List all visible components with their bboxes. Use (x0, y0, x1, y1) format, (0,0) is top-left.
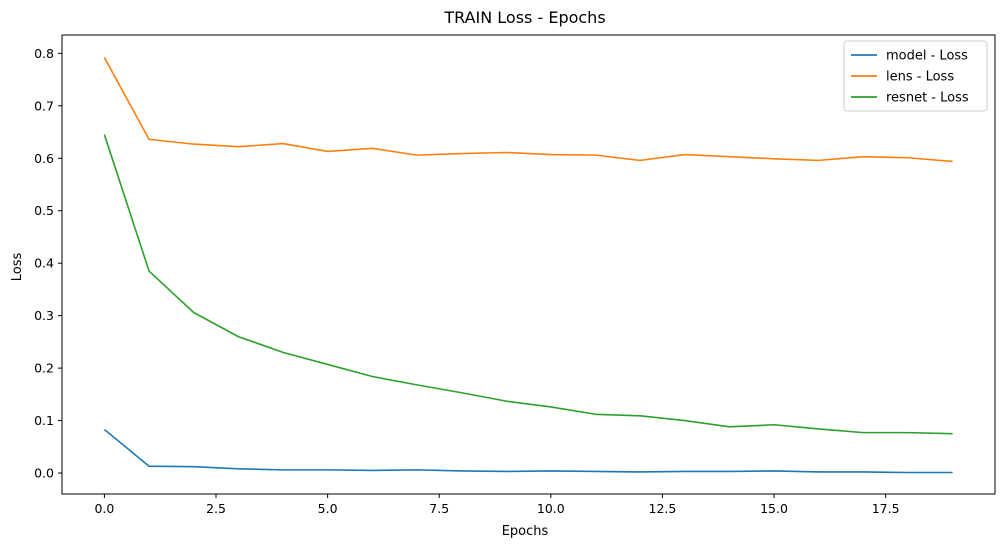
plot-lines (103, 57, 953, 474)
y-tick-label: 0.0 (34, 466, 54, 481)
x-tick-label: 5.0 (318, 501, 338, 516)
y-tick-label: 0.6 (34, 151, 54, 166)
chart-title: TRAIN Loss - Epochs (443, 8, 605, 27)
y-tick-label: 0.5 (34, 203, 54, 218)
x-tick-label: 0.0 (94, 501, 114, 516)
legend-label-2: lens - Loss (886, 70, 954, 85)
y-tick-label: 0.4 (34, 256, 54, 271)
y-tick-label: 0.7 (34, 98, 54, 113)
x-tick-label: 2.5 (206, 501, 226, 516)
y-tick-label: 0.3 (34, 308, 54, 323)
legend-box (843, 40, 988, 112)
y-tick-label: 0.2 (34, 361, 54, 376)
legend-label-1: model - Loss (886, 49, 968, 64)
legend: model - Loss lens - Loss resnet - Loss (843, 40, 988, 112)
x-tick-label: 10.0 (537, 501, 565, 516)
x-tick-label: 12.5 (649, 501, 677, 516)
x-tick-label: 15.0 (760, 501, 788, 516)
x-tick-label: 7.5 (429, 501, 449, 516)
plot-frame (61, 34, 996, 495)
x-tick-label: 17.5 (872, 501, 900, 516)
y-axis-ticks: 0.0 0.1 0.2 0.3 0.4 0.5 0.6 0.7 0.8 (34, 46, 62, 481)
series-line-3 (103, 134, 953, 435)
x-axis-label: Epochs (502, 524, 549, 539)
series-line-2 (103, 57, 953, 163)
y-tick-label: 0.8 (34, 46, 54, 61)
series-line-1 (103, 428, 953, 474)
x-axis-ticks: 0.0 2.5 5.0 7.5 10.0 12.5 15.0 17.5 (94, 494, 900, 516)
legend-label-3: resnet - Loss (886, 91, 969, 106)
y-axis-label: Loss (10, 253, 25, 282)
y-tick-label: 0.1 (34, 413, 54, 428)
